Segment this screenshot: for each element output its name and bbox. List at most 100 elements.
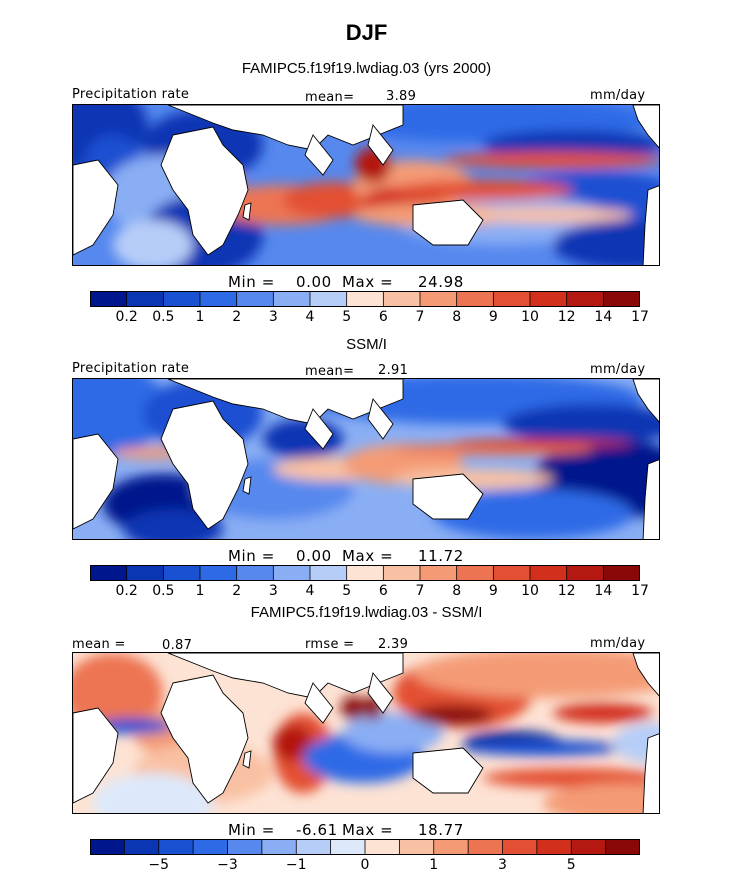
colorbar-tick-label: 12 (557, 309, 576, 325)
panel-1-colorbar-ticks: 0.2 0.5 1 2 3 4 5 6 7 8 9 10 12 14 17 (90, 309, 649, 327)
panel-2-mean-value: 2.91 (378, 363, 409, 378)
colorbar-box (603, 291, 640, 307)
colorbar-tick-label: 12 (557, 583, 576, 599)
colorbar-tick-label: 8 (452, 309, 462, 325)
colorbar-box (605, 839, 640, 855)
colorbar-box (261, 839, 297, 855)
field-region (453, 439, 633, 447)
panel-3-map (72, 652, 660, 814)
colorbar-tick-label: 17 (631, 309, 649, 325)
field-region (553, 703, 653, 723)
colorbar-box (493, 565, 531, 581)
panel-3-subtitle: FAMIPC5.f19f19.lwdiag.03 - SSM/I (250, 604, 483, 621)
panel-3-colorbar-ticks: −5 −3 −1 0 1 3 5 (90, 857, 640, 875)
colorbar-box (571, 839, 606, 855)
land-mass (412, 473, 484, 520)
colorbar-box (566, 291, 604, 307)
colorbar-box (200, 565, 237, 581)
field-region (263, 419, 343, 459)
colorbar-box (163, 291, 201, 307)
panel-3-units: mm/day (590, 636, 646, 651)
land-mass (642, 185, 659, 265)
colorbar-box (456, 565, 494, 581)
field-region (543, 783, 659, 813)
colorbar-box (566, 565, 604, 581)
colorbar-tick-label: 8 (452, 583, 462, 599)
panel-1-map (72, 104, 660, 266)
colorbar-box (90, 565, 127, 581)
land-mass (242, 476, 252, 495)
colorbar-tick-label: 0.2 (115, 309, 138, 325)
colorbar-tick-label: 6 (378, 583, 388, 599)
colorbar-box (603, 565, 640, 581)
panel-2-colorbar-ticks: 0.2 0.5 1 2 3 4 5 6 7 8 9 10 12 14 17 (90, 583, 649, 601)
field-region (413, 653, 659, 698)
field-region (123, 509, 223, 539)
colorbar-box (296, 839, 331, 855)
colorbar-tick-label: 5 (342, 583, 352, 599)
panel-3-mean-value: 0.87 (162, 638, 193, 653)
land-mass (642, 459, 659, 539)
panel-2-max-value: 11.72 (418, 547, 464, 565)
colorbar-tick-label: 3 (268, 309, 278, 325)
panel-3-colorbar (90, 839, 640, 855)
land-mass (160, 674, 249, 804)
land-mass (412, 199, 484, 246)
colorbar-tick-label: 3 (498, 857, 507, 873)
land-mass (367, 124, 394, 166)
panel-3-min-value: -6.61 (296, 821, 338, 839)
panel-1-min-label: Min = (228, 273, 275, 291)
colorbar-box (273, 291, 311, 307)
colorbar-box (468, 839, 503, 855)
colorbar-box (126, 291, 164, 307)
land-mass (73, 159, 119, 256)
land-mass (304, 408, 334, 450)
colorbar-box (456, 291, 494, 307)
colorbar-tick-label: 1 (429, 857, 439, 873)
land-mass (632, 653, 659, 697)
panel-2-variable-label: Precipitation rate (72, 361, 190, 376)
colorbar-box (346, 565, 384, 581)
colorbar-tick-label: 0.5 (152, 309, 175, 325)
panel-2-subtitle: SSM/I (346, 336, 387, 353)
colorbar-tick-label: 5 (566, 857, 576, 873)
colorbar-box (236, 565, 274, 581)
field-region (341, 696, 365, 720)
colorbar-box (310, 291, 347, 307)
land-mass (367, 672, 394, 714)
land-mass (73, 707, 119, 804)
panel-2-min-label: Min = (228, 547, 275, 565)
colorbar-tick-label: 0.2 (115, 583, 138, 599)
panel-1-subtitle: FAMIPC5.f19f19.lwdiag.03 (yrs 2000) (241, 60, 492, 77)
land-mass (642, 733, 659, 813)
colorbar-tick-label: 7 (415, 583, 425, 599)
field-region (433, 489, 633, 539)
colorbar-box (420, 291, 457, 307)
colorbar-tick-label: 5 (342, 309, 352, 325)
colorbar-tick-label: 9 (488, 583, 498, 599)
panel-3-max-label: Max = (342, 821, 394, 839)
colorbar-box (346, 291, 384, 307)
colorbar-box (124, 839, 160, 855)
colorbar-tick-label: 10 (521, 583, 539, 599)
colorbar-box (163, 565, 201, 581)
panel-1-min-value: 0.00 (296, 273, 332, 291)
figure-title: DJF (345, 20, 388, 45)
colorbar-tick-label: 7 (415, 309, 425, 325)
panel-2-map (72, 378, 660, 540)
panel-3-max-value: 18.77 (418, 821, 464, 839)
panel-3-mean-label: mean = (72, 637, 126, 652)
colorbar-tick-label: 4 (305, 309, 315, 325)
panel-2-max-label: Max = (342, 547, 394, 565)
colorbar-box (536, 839, 572, 855)
land-mass (242, 750, 252, 769)
panel-1-max-value: 24.98 (418, 273, 464, 291)
land-mass (160, 400, 249, 530)
land-mass (632, 105, 659, 149)
panel-2-colorbar (90, 565, 640, 581)
field-region (453, 207, 633, 223)
colorbar-box (399, 839, 435, 855)
colorbar-box (90, 291, 127, 307)
colorbar-tick-label: 14 (594, 309, 613, 325)
panel-2-units: mm/day (590, 362, 646, 377)
